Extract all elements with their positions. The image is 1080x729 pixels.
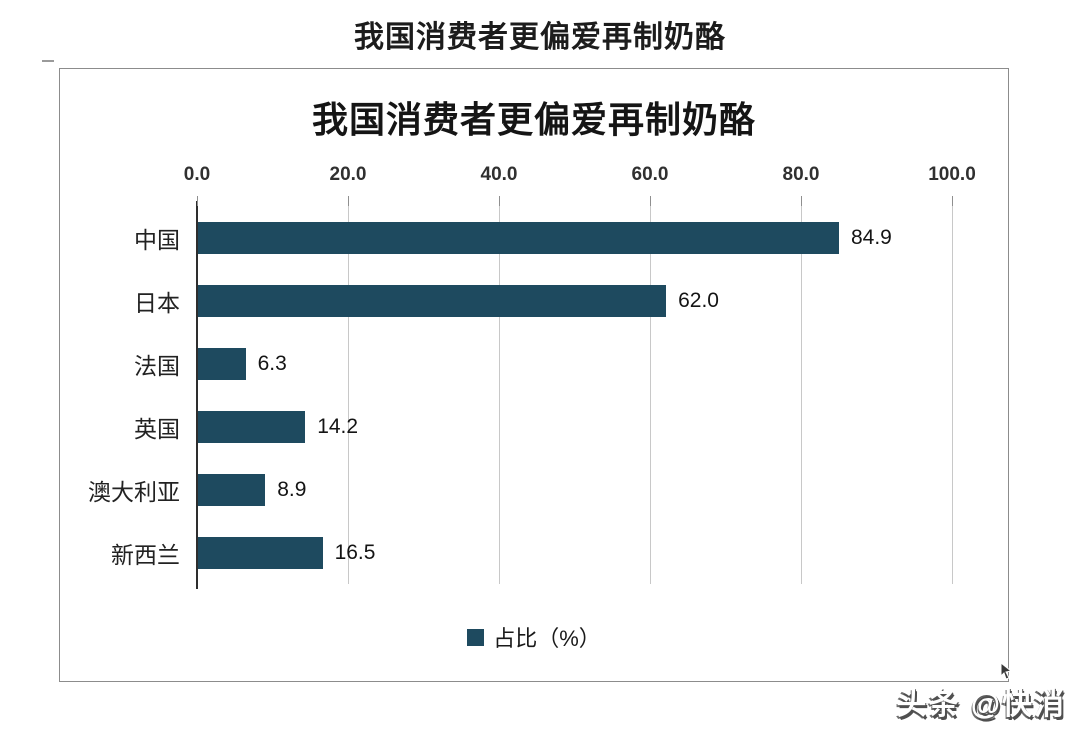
category-label: 英国 [134, 415, 180, 442]
category-label: 日本 [134, 289, 180, 316]
x-tick [197, 196, 198, 206]
bar [198, 536, 323, 569]
x-tick-label: 80.0 [782, 164, 820, 185]
x-tick-label: 60.0 [631, 164, 669, 185]
x-tick [348, 196, 349, 206]
dash-artifact [42, 60, 54, 62]
legend-swatch-icon [467, 628, 485, 646]
gridline [650, 201, 651, 584]
bar [198, 473, 266, 506]
bar [198, 347, 246, 380]
bar [198, 410, 306, 443]
x-tick [650, 196, 651, 206]
x-tick [499, 196, 500, 206]
bar-value-label: 8.9 [277, 477, 307, 501]
x-tick-label: 40.0 [480, 164, 518, 185]
bar-value-label: 84.9 [850, 225, 892, 249]
legend-label: 占比（%） [493, 626, 601, 651]
plot-area: 0.0 20.0 40.0 60.0 80.0 100.0 中国 84.9 日本 62.0 法国 6.… [88, 164, 976, 589]
y-axis-line [196, 201, 198, 589]
x-tick-label: 100.0 [928, 164, 976, 185]
category-label: 法国 [134, 352, 180, 379]
gridline [499, 201, 500, 584]
gridline [952, 201, 953, 584]
chart-title: 我国消费者更偏爱再制奶酪 [311, 99, 756, 140]
x-tick [952, 196, 953, 206]
x-tick-label: 20.0 [329, 164, 367, 185]
bar-value-label: 16.5 [334, 540, 376, 564]
page-title: 我国消费者更偏爱再制奶酪 [354, 21, 726, 54]
bar [198, 221, 839, 254]
bar-value-label: 14.2 [317, 414, 359, 438]
legend: 占比（%） [60, 621, 1008, 653]
category-label: 新西兰 [111, 541, 180, 568]
x-tick-label: 0.0 [183, 164, 211, 185]
chart-frame: 我国消费者更偏爱再制奶酪 0.0 20.0 40.0 60.0 80.0 100.0 中国 8… [59, 68, 1009, 682]
x-tick [801, 196, 802, 206]
gridline [801, 201, 802, 584]
category-label: 澳大利亚 [88, 478, 180, 505]
watermark: 头条 @快消 [896, 688, 1066, 721]
gridline [348, 201, 349, 584]
bar-value-label: 6.3 [257, 351, 287, 375]
bar-value-label: 62.0 [678, 288, 719, 312]
cursor-icon [998, 661, 1014, 680]
category-label: 中国 [134, 226, 180, 253]
bar [198, 284, 667, 317]
